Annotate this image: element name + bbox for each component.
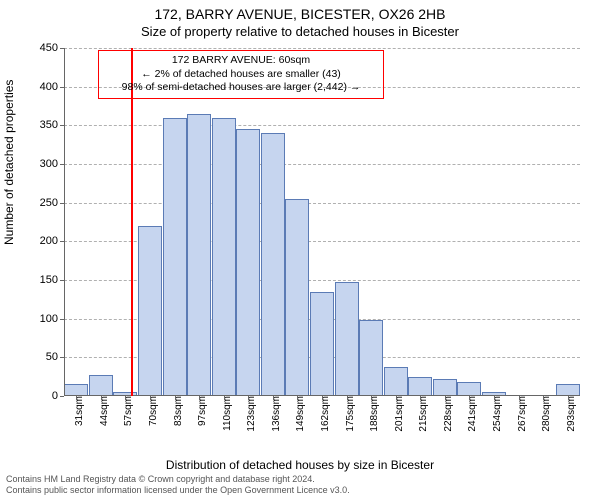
x-tick-label: 215sqm xyxy=(416,396,429,432)
x-tick-label: 188sqm xyxy=(367,396,380,432)
x-tick-label: 280sqm xyxy=(539,396,552,432)
x-tick-mark xyxy=(224,396,225,400)
x-axis-label: Distribution of detached houses by size … xyxy=(0,458,600,472)
y-tick-label: 50 xyxy=(18,351,64,363)
y-tick-label: 450 xyxy=(18,42,64,54)
x-tick-mark xyxy=(125,396,126,400)
x-tick-label: 110sqm xyxy=(220,396,233,431)
x-tick-mark xyxy=(396,396,397,400)
subject-property-marker xyxy=(131,48,133,396)
histogram-bar xyxy=(384,367,408,396)
histogram-bar xyxy=(138,226,162,396)
histogram-bar xyxy=(285,199,309,396)
y-axis-line xyxy=(64,48,65,396)
x-tick-mark xyxy=(494,396,495,400)
y-tick-label: 150 xyxy=(18,274,64,286)
x-tick-mark xyxy=(420,396,421,400)
y-tick-label: 250 xyxy=(18,197,64,209)
y-tick-label: 300 xyxy=(18,158,64,170)
y-tick-label: 0 xyxy=(18,390,64,402)
x-tick-label: 241sqm xyxy=(465,396,478,432)
x-tick-label: 136sqm xyxy=(269,396,282,432)
y-tick-label: 100 xyxy=(18,313,64,325)
gridline xyxy=(64,203,580,204)
x-tick-label: 44sqm xyxy=(97,396,110,426)
x-tick-label: 57sqm xyxy=(121,396,134,426)
y-tick-mark xyxy=(60,319,64,320)
x-tick-mark xyxy=(371,396,372,400)
annotation-line-1: 172 BARRY AVENUE: 60sqm xyxy=(105,54,377,68)
chart-footer: Contains HM Land Registry data © Crown c… xyxy=(0,472,600,500)
x-tick-mark xyxy=(543,396,544,400)
x-tick-mark xyxy=(199,396,200,400)
y-axis-label: Number of detached properties xyxy=(2,80,16,245)
x-tick-label: 97sqm xyxy=(195,396,208,426)
annotation-line-2: ← 2% of detached houses are smaller (43) xyxy=(105,68,377,82)
chart-title-main: 172, BARRY AVENUE, BICESTER, OX26 2HB xyxy=(0,6,600,22)
x-tick-label: 83sqm xyxy=(171,396,184,426)
x-tick-mark xyxy=(445,396,446,400)
x-tick-label: 175sqm xyxy=(343,396,356,432)
annotation-line-3: 98% of semi-detached houses are larger (… xyxy=(105,81,377,95)
y-tick-mark xyxy=(60,241,64,242)
histogram-bar xyxy=(163,118,187,396)
x-tick-label: 162sqm xyxy=(318,396,331,432)
x-tick-label: 267sqm xyxy=(515,396,528,432)
histogram-bar xyxy=(212,118,236,396)
histogram-bar xyxy=(359,320,383,396)
x-tick-label: 201sqm xyxy=(392,396,405,432)
y-tick-mark xyxy=(60,357,64,358)
x-tick-mark xyxy=(273,396,274,400)
x-tick-mark xyxy=(101,396,102,400)
histogram-bar xyxy=(433,379,457,396)
footer-line-2: Contains public sector information licen… xyxy=(6,485,594,496)
y-tick-label: 200 xyxy=(18,235,64,247)
y-tick-mark xyxy=(60,125,64,126)
histogram-bar xyxy=(236,129,260,396)
y-tick-mark xyxy=(60,164,64,165)
footer-line-1: Contains HM Land Registry data © Crown c… xyxy=(6,474,594,485)
x-tick-label: 228sqm xyxy=(441,396,454,432)
x-tick-label: 254sqm xyxy=(490,396,503,432)
annotation-box: 172 BARRY AVENUE: 60sqm ← 2% of detached… xyxy=(98,50,384,99)
histogram-bar xyxy=(457,382,481,396)
chart-container: { "header": { "title_main": "172, BARRY … xyxy=(0,0,600,500)
x-tick-mark xyxy=(248,396,249,400)
y-tick-mark xyxy=(60,48,64,49)
x-tick-mark xyxy=(322,396,323,400)
y-tick-mark xyxy=(60,87,64,88)
gridline xyxy=(64,164,580,165)
chart-title-sub: Size of property relative to detached ho… xyxy=(0,24,600,39)
y-tick-label: 350 xyxy=(18,119,64,131)
x-tick-label: 70sqm xyxy=(146,396,159,426)
y-tick-mark xyxy=(60,280,64,281)
y-tick-mark xyxy=(60,396,64,397)
x-tick-label: 31sqm xyxy=(72,396,85,426)
y-tick-label: 400 xyxy=(18,81,64,93)
x-tick-mark xyxy=(568,396,569,400)
histogram-bar xyxy=(187,114,211,396)
x-tick-label: 149sqm xyxy=(293,396,306,432)
histogram-bar xyxy=(310,292,334,396)
histogram-bar xyxy=(261,133,285,396)
x-tick-label: 293sqm xyxy=(564,396,577,432)
x-tick-mark xyxy=(175,396,176,400)
x-tick-mark xyxy=(347,396,348,400)
y-tick-mark xyxy=(60,203,64,204)
histogram-bar xyxy=(408,377,432,396)
x-tick-mark xyxy=(150,396,151,400)
x-tick-label: 123sqm xyxy=(244,396,257,432)
plot-area: 050100150200250300350400450 31sqm44sqm57… xyxy=(64,48,580,396)
x-tick-mark xyxy=(297,396,298,400)
gridline xyxy=(64,125,580,126)
x-tick-mark xyxy=(469,396,470,400)
histogram-bar xyxy=(89,375,113,396)
x-tick-mark xyxy=(76,396,77,400)
histogram-bar xyxy=(335,282,359,396)
gridline xyxy=(64,48,580,49)
x-tick-mark xyxy=(519,396,520,400)
